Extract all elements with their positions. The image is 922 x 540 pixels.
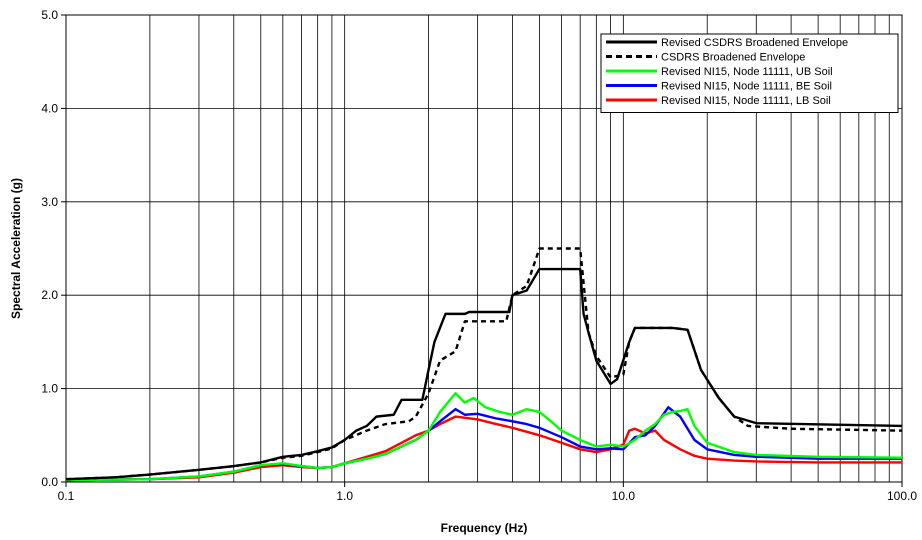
y-tick-label: 2.0 [41,288,58,302]
legend-label: CSDRS Broadened Envelope [661,52,805,64]
y-tick-label: 3.0 [41,195,58,209]
y-tick-label: 5.0 [41,8,58,22]
legend-label: Revised NI15, Node 11111, BE Soil [661,81,832,93]
x-tick-label: 1.0 [336,489,353,503]
series-line-3 [65,392,903,482]
legend-label: Revised NI15, Node 11111, LB Soil [661,95,831,107]
x-tick-label: 0.1 [58,489,75,503]
legend-label: Revised CSDRS Broadened Envelope [661,37,848,49]
x-axis-title: Frequency (Hz) [441,521,528,535]
series-line-2 [65,247,903,481]
series-line-1 [65,267,903,481]
x-tick-label: 10.0 [612,489,636,503]
y-tick-label: 0.0 [41,475,58,489]
legend-label: Revised NI15, Node 11111, UB Soil [661,66,833,78]
y-tick-label: 1.0 [41,382,58,396]
axes: 0.0 1.0 2.0 3.0 4.0 5.0 0.1 1.0 10.0 100.0 [41,8,917,503]
series-layer [65,247,903,482]
y-tick-label: 4.0 [41,101,58,115]
x-tick-label: 100.0 [887,489,917,503]
y-axis-title: Spectral Acceleration (g) [9,178,23,319]
legend: Revised CSDRS Broadened Envelope CSDRS Br… [600,33,899,113]
